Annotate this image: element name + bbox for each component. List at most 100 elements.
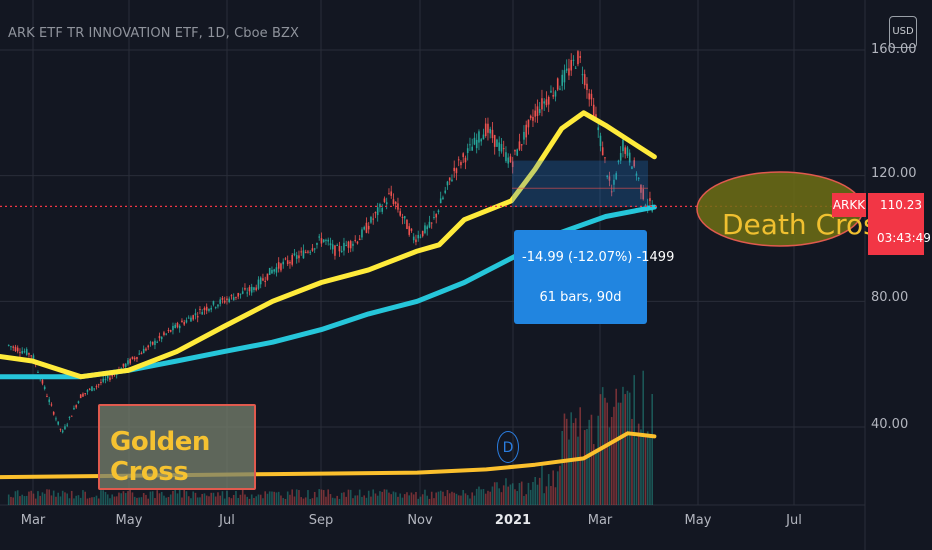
volume-bar: [361, 496, 363, 505]
price-candle: [70, 415, 73, 417]
volume-bar: [325, 496, 327, 505]
volume-bar: [354, 495, 357, 505]
price-candle: [390, 191, 393, 196]
volume-bar: [376, 495, 379, 505]
volume-bar: [579, 407, 582, 505]
price-candle: [343, 242, 345, 251]
volume-bar: [408, 495, 411, 505]
volume-bar: [518, 483, 521, 505]
price-candle: [32, 355, 35, 360]
volume-bar: [208, 496, 210, 505]
volume-bar: [136, 497, 138, 505]
volume-bar: [149, 491, 152, 505]
price-candle: [61, 430, 64, 433]
price-candle: [385, 202, 388, 205]
currency-button[interactable]: USD: [889, 16, 917, 48]
price-candle: [462, 153, 465, 158]
volume-bar: [275, 492, 278, 505]
price-candle: [187, 317, 190, 319]
price-candle: [43, 386, 46, 390]
price-candle: [527, 119, 530, 128]
volume-bar: [651, 394, 654, 505]
volume-bar: [424, 489, 426, 505]
volume-bar: [165, 497, 168, 505]
volume-bar: [363, 495, 366, 505]
volume-bar: [291, 489, 294, 505]
volume-bar: [646, 431, 649, 505]
price-candle: [185, 320, 188, 323]
price-candle: [190, 317, 192, 322]
volume-bar: [138, 497, 141, 505]
price-candle: [302, 250, 305, 259]
price-candle: [588, 93, 591, 100]
volume-bar: [147, 498, 150, 505]
x-tick-label: Sep: [308, 513, 334, 528]
death-cross-label: Death Cross: [722, 208, 893, 241]
volume-bar: [129, 489, 132, 505]
price-candle: [574, 67, 577, 69]
golden-cross-annotation[interactable]: Golden Cross: [98, 404, 256, 490]
price-candle: [338, 245, 341, 252]
volume-bar: [106, 494, 109, 505]
volume-bar: [185, 491, 188, 505]
price-candle: [541, 98, 543, 110]
x-tick-label: Mar: [587, 513, 613, 528]
price-candle: [172, 325, 174, 331]
price-candle: [446, 181, 449, 186]
price-candle: [289, 261, 291, 264]
volume-bar: [196, 497, 199, 505]
volume-bar: [628, 392, 631, 505]
price-candle: [334, 245, 336, 256]
price-candle: [520, 144, 523, 146]
price-candle: [55, 418, 57, 420]
price-candle: [237, 292, 240, 297]
price-candle: [313, 248, 316, 250]
volume-bar: [644, 433, 647, 505]
x-tick-label: Jul: [219, 513, 235, 528]
price-candle: [570, 59, 573, 71]
price-candle: [147, 345, 150, 348]
price-candle: [100, 382, 102, 384]
price-candle: [66, 424, 69, 426]
sma-fast-line: [0, 110, 657, 380]
price-candle: [97, 384, 100, 386]
volume-bar: [82, 490, 84, 505]
price-candle: [57, 421, 60, 425]
price-candle: [592, 104, 595, 117]
volume-bar: [199, 497, 201, 505]
volume-bar: [383, 489, 386, 505]
volume-bar: [86, 498, 89, 505]
volume-bar: [43, 493, 46, 505]
price-candle: [21, 351, 24, 354]
volume-bar: [37, 491, 39, 505]
volume-bar: [410, 492, 413, 505]
volume-bar: [113, 496, 116, 505]
volume-bar: [347, 489, 350, 505]
price-candle: [453, 167, 456, 172]
price-candle: [561, 74, 564, 86]
volume-bar: [221, 491, 224, 505]
price-candle: [208, 308, 210, 311]
price-candle: [543, 101, 546, 104]
price-candle: [534, 110, 537, 117]
dividend-marker[interactable]: D: [497, 431, 519, 463]
volume-bar: [428, 498, 431, 505]
volume-bar: [433, 498, 435, 505]
volume-bar: [417, 498, 420, 505]
price-candle: [91, 386, 93, 392]
volume-bar: [21, 494, 24, 505]
price-candle: [401, 217, 404, 219]
price-candle: [606, 175, 609, 178]
price-candle: [403, 216, 406, 219]
x-tick-label: Nov: [407, 513, 433, 528]
volume-bar: [214, 496, 217, 505]
volume-bar: [127, 491, 129, 505]
price-candle: [511, 161, 514, 168]
price-candle: [167, 330, 170, 332]
measure-range-box: [512, 160, 648, 208]
volume-bar: [156, 490, 159, 505]
price-candle: [478, 131, 480, 143]
volume-bar: [133, 496, 136, 505]
price-candle: [122, 363, 125, 367]
volume-bar: [34, 498, 37, 505]
